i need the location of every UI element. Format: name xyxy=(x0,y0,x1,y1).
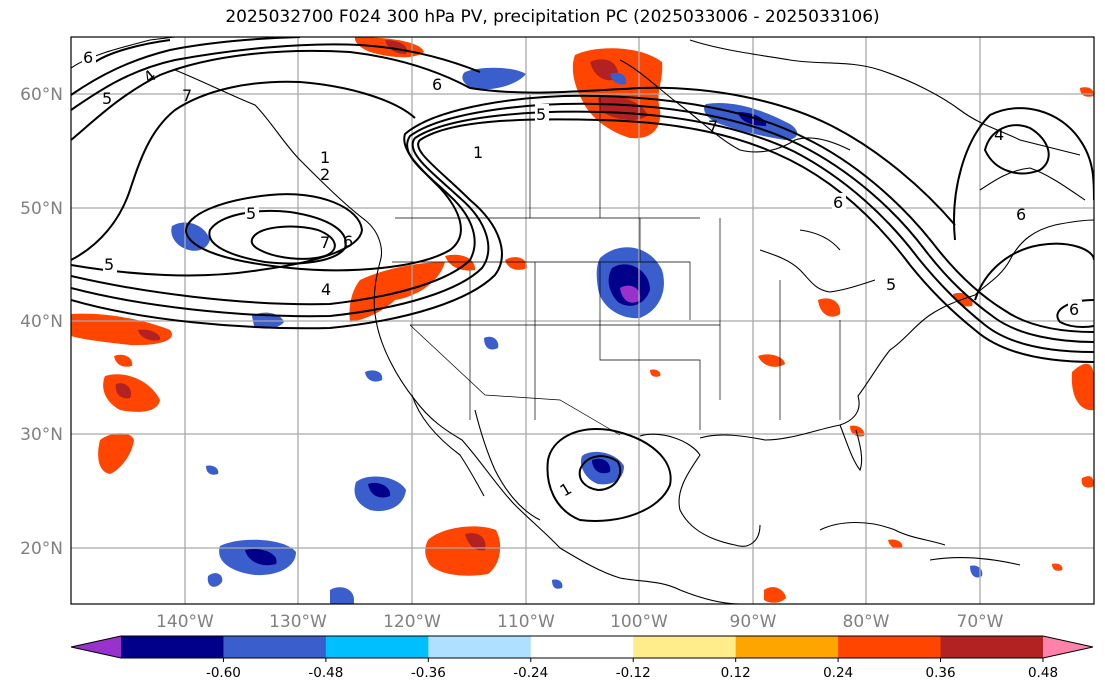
lon-tick-label: 110°W xyxy=(497,612,555,632)
pv-label: 6 xyxy=(432,75,442,94)
pv-label: 6 xyxy=(343,232,353,251)
state-borders xyxy=(392,95,841,436)
pv-label: 7 xyxy=(708,117,718,136)
colorbar-tick-label: -0.48 xyxy=(308,665,343,681)
precip-blob-canada-central xyxy=(572,48,663,139)
colorbar-segment xyxy=(735,636,839,658)
colorbar: -0.60 -0.48 -0.36 -0.24 -0.12 0.12 0.24 0.36 0.4… xyxy=(70,635,1094,681)
colorbar-segment xyxy=(633,636,737,658)
pv-label: 4 xyxy=(994,125,1004,144)
colorbar-segment xyxy=(325,636,429,658)
precip-blob-north xyxy=(462,67,526,90)
colorbar-segment xyxy=(838,636,942,658)
colorbar-segment xyxy=(223,636,327,658)
lat-tick-label: 40°N xyxy=(20,312,63,332)
lon-tick-label: 80°W xyxy=(843,612,890,632)
colorbar-tick-label: 0.48 xyxy=(1028,665,1058,681)
lat-tick-label: 60°N xyxy=(20,85,63,105)
map-area: 6 4 5 6 7 5 1 2 1 5 7 6 5 4 6 7 6 5 4 xyxy=(71,37,1094,604)
colorbar-tick-label: -0.36 xyxy=(411,665,446,681)
pv-label: 5 xyxy=(536,105,546,124)
lon-tick-label: 90°W xyxy=(730,612,777,632)
pv-label: 4 xyxy=(321,280,331,299)
lon-tick-label: 100°W xyxy=(610,612,668,632)
colorbar-segment xyxy=(121,636,224,658)
pv-label: 5 xyxy=(886,275,896,294)
colorbar-segment xyxy=(530,636,634,658)
lat-tick-label: 50°N xyxy=(20,199,63,219)
colorbar-tick-label: -0.60 xyxy=(206,665,241,681)
map-title: 2025032700 F024 300 hPa PV, precipitatio… xyxy=(225,7,880,27)
pv-label: 6 xyxy=(83,48,93,67)
pv-label: 5 xyxy=(104,255,114,274)
lon-tick-label: 140°W xyxy=(156,612,214,632)
pv-label: 6 xyxy=(1016,205,1026,224)
pv-label: 5 xyxy=(246,204,256,223)
colorbar-tick-label: -0.12 xyxy=(616,665,651,681)
colorbar-tick-label: 0.24 xyxy=(823,665,853,681)
precip-blob-central-america xyxy=(764,539,1063,603)
pv-label: 1 xyxy=(320,148,330,167)
lat-tick-label: 30°N xyxy=(20,425,63,445)
colorbar-extend-low xyxy=(71,636,121,658)
precip-blob-great-lakes xyxy=(650,292,973,437)
lon-tick-labels: 140°W 130°W 120°W 110°W 100°W 90°W 80°W … xyxy=(156,612,1004,632)
precip-blob-east-pacific xyxy=(425,526,501,576)
colorbar-tick-label: 0.12 xyxy=(721,665,751,681)
pv-label: 1 xyxy=(473,143,483,162)
colorbar-segment xyxy=(428,636,532,658)
pv-label: 6 xyxy=(1069,300,1079,319)
pv-label: 5 xyxy=(102,89,112,108)
colorbar-tick-label: -0.24 xyxy=(513,665,548,681)
precip-blob-plains xyxy=(596,247,664,319)
lon-tick-label: 130°W xyxy=(269,612,327,632)
lat-tick-labels: 60°N 50°N 40°N 30°N 20°N xyxy=(20,85,63,559)
lon-tick-label: 70°W xyxy=(957,612,1004,632)
pv-label: 7 xyxy=(182,86,192,105)
lat-tick-label: 20°N xyxy=(20,539,63,559)
pv-label: 2 xyxy=(320,165,330,184)
pv-label: 7 xyxy=(320,233,330,252)
graticule xyxy=(71,37,1094,604)
pv-contours xyxy=(71,37,1094,522)
colorbar-segment xyxy=(940,636,1044,658)
lon-tick-label: 120°W xyxy=(383,612,441,632)
precip-blob-pacific-30n xyxy=(98,354,160,474)
colorbar-outline xyxy=(70,635,1094,659)
pv-label: 6 xyxy=(833,193,843,212)
map-frame xyxy=(70,36,1095,605)
colorbar-extend-high xyxy=(1043,636,1093,658)
colorbar-tick-label: 0.36 xyxy=(926,665,956,681)
